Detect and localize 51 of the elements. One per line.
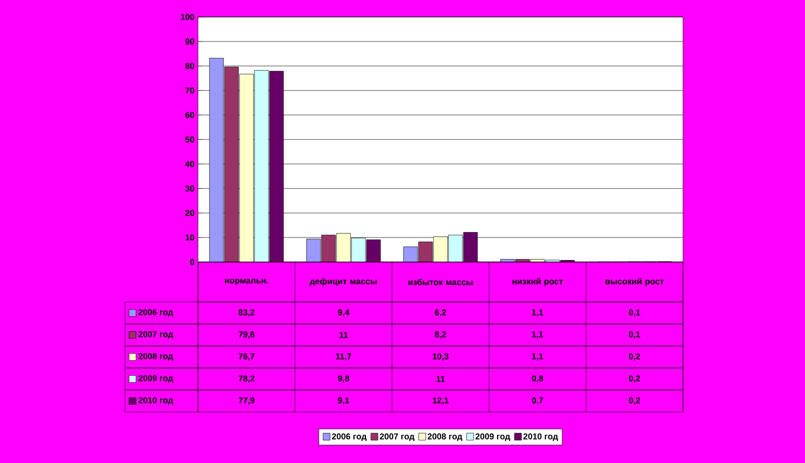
data-label: 0,2 <box>628 375 640 383</box>
data-label: 9,8 <box>338 375 350 383</box>
data-label: 9,1 <box>338 397 350 405</box>
data-label: 0,2 <box>628 353 640 361</box>
data-label: 1,1 <box>532 309 544 317</box>
data-label: 0,1 <box>628 331 640 339</box>
x-tick-label: низкий рост <box>512 278 563 286</box>
text: 2010 год <box>523 433 558 442</box>
text: 2008 год <box>428 433 462 442</box>
data-label: 79,6 <box>238 331 254 339</box>
y-tick-label: 10 <box>186 234 194 240</box>
data-label: 11 <box>340 332 348 338</box>
text: 2009 год <box>476 433 510 442</box>
data-label: 1,1 <box>532 331 544 339</box>
data-label: 78,2 <box>238 375 254 383</box>
y-tick-label: 20 <box>185 210 194 216</box>
data-label: 10,3 <box>432 353 448 361</box>
y-tick-label: 60 <box>185 112 194 118</box>
legend-label: 2010 год <box>138 397 174 405</box>
legend-label: 2008 год <box>138 353 174 361</box>
data-label: 6,2 <box>434 309 446 317</box>
x-tick-label: нормальн. <box>224 278 268 286</box>
y-tick-label: 40 <box>185 160 194 167</box>
data-label: 1,1 <box>532 353 544 361</box>
x-tick-label: дефицит массы <box>310 278 377 286</box>
text: 2007 год <box>380 433 414 442</box>
y-tick-label: 0 <box>190 258 194 265</box>
y-tick-label: 30 <box>185 185 194 192</box>
data-label: 76,7 <box>238 353 254 361</box>
legend-label: 2009 год <box>138 375 174 383</box>
legend-label: 2007 год <box>138 331 174 339</box>
data-label: 11 <box>436 376 445 382</box>
data-label: 0,2 <box>628 397 640 405</box>
y-tick-label: 80 <box>185 62 194 69</box>
data-label: 0,8 <box>532 375 544 383</box>
x-tick-label: высокий рост <box>606 278 664 286</box>
data-label: 0,7 <box>532 397 544 405</box>
y-tick-label: 90 <box>185 38 194 44</box>
y-tick-label: 100 <box>180 14 194 20</box>
data-label: 9,4 <box>338 309 350 317</box>
y-tick-label: 50 <box>185 136 194 142</box>
data-label: 77,9 <box>238 397 254 405</box>
y-tick-label: 70 <box>185 87 194 94</box>
text: 2006 год <box>332 433 367 442</box>
x-tick-label: избыток массы <box>408 278 473 286</box>
data-label: 11,7 <box>336 353 352 361</box>
data-label: 0,1 <box>628 309 640 317</box>
data-label: 8,2 <box>434 331 446 339</box>
data-label: 12,1 <box>432 397 449 405</box>
data-label: 83,2 <box>238 309 254 317</box>
legend-label: 2006 год <box>138 309 174 317</box>
